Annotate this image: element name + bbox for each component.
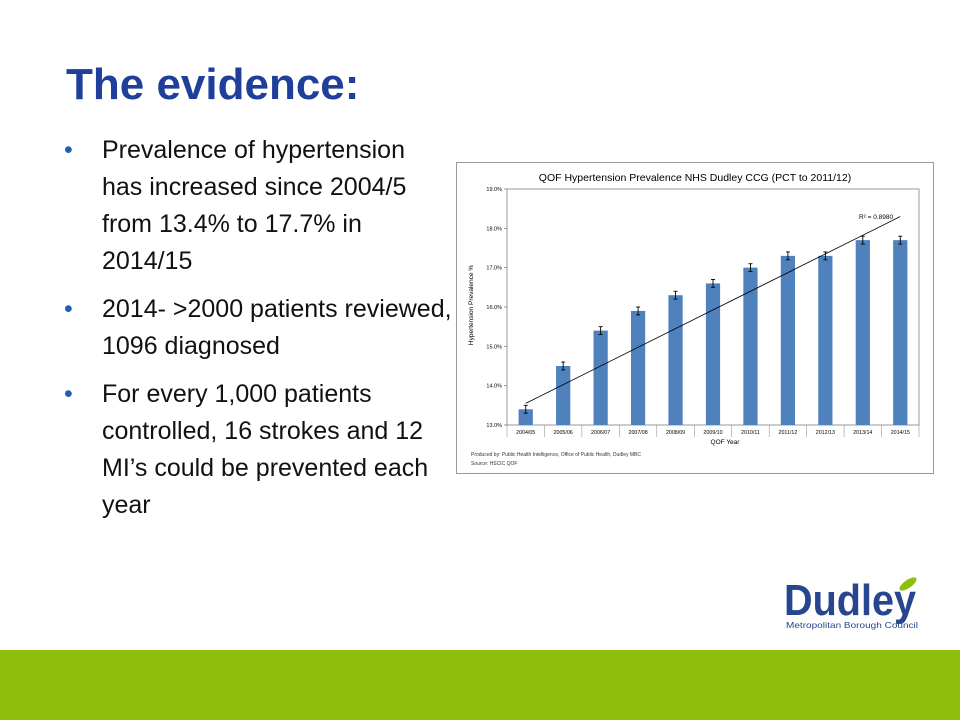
y-tick-label: 15.0% bbox=[486, 344, 502, 350]
bar bbox=[630, 310, 646, 425]
bullet-item: • 2014- >2000 patients reviewed, 1096 dia… bbox=[62, 291, 452, 365]
bar bbox=[818, 255, 833, 425]
bullet-marker: • bbox=[64, 136, 73, 164]
bullet-item: • For every 1,000 patients controlled, 16… bbox=[62, 376, 452, 524]
bar bbox=[668, 295, 683, 425]
x-tick-label: 2010/11 bbox=[741, 430, 760, 436]
x-tick-label: 2012/13 bbox=[816, 430, 835, 436]
plot-area: 13.0% 14.0% 15.0% 16.0% 17.0% 18.0% 19.0% 2004/… bbox=[486, 187, 920, 437]
chart-footnote: Source: HSCIC QOF bbox=[471, 461, 517, 467]
chart-title: QOF Hypertension Prevalence NHS Dudley C… bbox=[539, 172, 851, 184]
prevalence-chart: QOF Hypertension Prevalence NHS Dudley C… bbox=[456, 162, 934, 474]
y-tick-label: 16.0% bbox=[486, 305, 502, 311]
bar bbox=[893, 240, 908, 425]
bar bbox=[556, 366, 571, 425]
logo-leaf-shape bbox=[899, 577, 917, 591]
bar bbox=[705, 283, 721, 425]
bullet-text: Prevalence of hypertension has increased… bbox=[102, 136, 407, 275]
x-tick-label: 2011/12 bbox=[779, 430, 798, 436]
bullet-text: 2014- >2000 patients reviewed, 1096 diag… bbox=[102, 295, 452, 360]
logo-subtitle: Metropolitan Borough Council bbox=[786, 620, 918, 630]
x-tick-label: 2009/10 bbox=[703, 430, 722, 436]
bullet-item: • Prevalence of hypertension has increase… bbox=[62, 132, 452, 280]
y-tick-label: 13.0% bbox=[486, 423, 502, 429]
x-tick-label: 2005/06 bbox=[554, 430, 573, 436]
bullet-text: For every 1,000 patients controlled, 16 … bbox=[102, 380, 429, 519]
y-tick-label: 14.0% bbox=[486, 384, 502, 390]
bar bbox=[855, 240, 870, 425]
x-axis-label: QOF Year bbox=[711, 439, 741, 446]
x-tick-label: 2004/05 bbox=[516, 430, 535, 436]
footer-bar bbox=[0, 650, 960, 720]
bar bbox=[780, 255, 796, 425]
bullet-list: • Prevalence of hypertension has increase… bbox=[62, 132, 452, 535]
bar bbox=[593, 330, 608, 425]
logo-wordmark: Dudley bbox=[784, 576, 916, 625]
y-tick-label: 19.0% bbox=[486, 187, 502, 193]
trendline bbox=[525, 216, 901, 404]
dudley-council-logo: Dudley Metropolitan Borough Council bbox=[784, 576, 918, 630]
chart-r2-label: R² = 0.8980 bbox=[859, 214, 894, 221]
y-tick-label: 18.0% bbox=[486, 226, 502, 232]
bar bbox=[518, 409, 533, 425]
x-tick-label: 2014/15 bbox=[891, 430, 910, 436]
chart-footnote: Produced by: Public Health Intelligence,… bbox=[471, 452, 641, 458]
x-tick-label: 2013/14 bbox=[853, 430, 872, 436]
slide-title: The evidence: bbox=[66, 60, 360, 109]
x-tick-label: 2006/07 bbox=[591, 430, 610, 436]
bullet-marker: • bbox=[64, 295, 73, 323]
x-tick-label: 2007/08 bbox=[629, 430, 648, 436]
y-axis-label: Hypertension Prevalence % bbox=[468, 265, 475, 345]
bar bbox=[743, 267, 758, 425]
bullet-marker: • bbox=[64, 380, 73, 408]
chart-svg: QOF Hypertension Prevalence NHS Dudley C… bbox=[468, 172, 920, 467]
y-tick-label: 17.0% bbox=[486, 266, 502, 272]
x-tick-label: 2008/09 bbox=[666, 430, 685, 436]
